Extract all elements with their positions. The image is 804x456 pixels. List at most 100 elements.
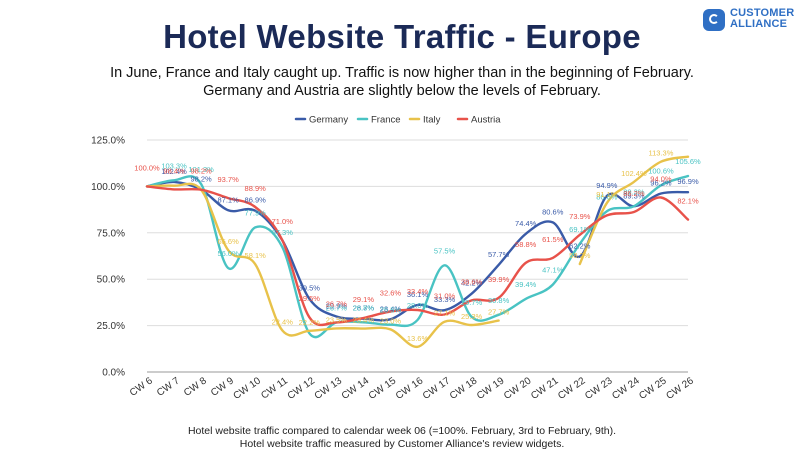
footnote-line-2: Hotel website traffic measured by Custom…: [239, 438, 565, 450]
france-data-label: 47.1%: [542, 266, 564, 275]
germany-series-line: [145, 180, 690, 322]
italy-data-label: 27.7%: [488, 308, 510, 317]
x-tick-label: CW 24: [610, 375, 642, 402]
france-data-label: 101.3%: [188, 165, 214, 174]
italy-data-label: 13.6%: [407, 334, 429, 343]
germany-data-label: 62.2%: [569, 242, 591, 251]
austria-data-label: 94.0%: [650, 175, 672, 184]
italy-legend-label: Italy: [423, 115, 441, 126]
germany-data-label: 87.1%: [218, 195, 240, 204]
austria-data-label: 31.0%: [434, 291, 456, 300]
italy-data-label: 58.2%: [569, 251, 591, 260]
austria-series-line: [145, 185, 690, 327]
x-tick-label: CW 26: [664, 375, 696, 402]
germany-legend-label: Germany: [309, 115, 348, 126]
france-data-label: 25.5%: [380, 306, 402, 315]
x-tick-label: CW 10: [232, 375, 264, 402]
germany-data-label: 89.3%: [623, 191, 645, 200]
germany-data-label: 94.9%: [596, 181, 618, 190]
footnote-line-1: Hotel website traffic compared to calend…: [187, 425, 617, 437]
austria-data-label: 93.7%: [218, 175, 240, 184]
france-data-label: 29.7%: [461, 298, 483, 307]
italy-data-label: 113.3%: [649, 149, 674, 158]
austria-data-label: 98.2%: [190, 167, 212, 176]
france-data-label: 39.4%: [515, 280, 537, 289]
y-tick-label: 75.0%: [97, 228, 125, 239]
page-subtitle: In June, France and Italy caught up. Tra…: [0, 64, 804, 100]
italy-data-label: 27.1%: [434, 309, 456, 318]
x-tick-label: CW 23: [583, 375, 615, 402]
brand-logo: CUSTOMER ALLIANCE: [703, 8, 803, 38]
austria-data-label: 58.8%: [515, 240, 537, 249]
austria-data-label: 88.9%: [245, 184, 267, 193]
germany-data-label: 102.4%: [161, 167, 187, 176]
subtitle-line-2: Germany and Austria are slightly below t…: [203, 83, 601, 99]
y-tick-label: 25.0%: [97, 321, 125, 332]
austria-data-label: 32.6%: [380, 288, 402, 297]
italy-data-label: 58.1%: [245, 251, 267, 260]
france-data-label: 69.1%: [569, 225, 591, 234]
germany-data-label: 28.7%: [353, 304, 375, 313]
france-data-label: 89.3%: [623, 187, 645, 196]
x-tick-label: CW 16: [394, 375, 426, 402]
austria-data-label: 73.9%: [569, 212, 591, 221]
austria-data-label: 86.2%: [623, 189, 645, 198]
france-data-label: 26.7%: [326, 303, 348, 312]
logo-text: CUSTOMER ALLIANCE: [730, 8, 794, 30]
italy-data-label: 65.6%: [218, 237, 240, 246]
france-legend-label: France: [371, 115, 401, 126]
italy-data-label: 23.4%: [353, 316, 375, 325]
germany-data-label: 86.9%: [245, 196, 267, 205]
chart-footnote: Hotel website traffic compared to calend…: [0, 425, 804, 451]
france-data-label: 103.3%: [161, 161, 187, 170]
logo-line-2: ALLIANCE: [730, 18, 788, 30]
x-tick-label: CW 15: [367, 375, 399, 402]
germany-data-label: 28.4%: [380, 304, 402, 313]
germany-data-label: 36.1%: [407, 290, 429, 299]
france-data-label: 77.9%: [245, 208, 267, 217]
x-tick-label: CW 18: [448, 375, 480, 402]
france-data-label: 86.6%: [596, 192, 618, 201]
austria-data-label: 82.1%: [677, 197, 699, 206]
italy-data-label: 22.2%: [299, 318, 321, 327]
x-tick-label: CW 13: [313, 375, 345, 402]
germany-data-label: 96.9%: [677, 177, 699, 186]
france-data-label: 57.5%: [434, 246, 456, 255]
x-tick-label: CW 20: [502, 375, 534, 402]
italy-data-label: 91.1%: [596, 190, 618, 199]
germany-data-label: 57.7%: [488, 250, 510, 259]
france-data-label: 30.8%: [488, 296, 510, 305]
austria-data-label: 100.0%: [134, 163, 160, 172]
italy-data-label: 25.3%: [461, 312, 483, 321]
austria-data-label: 33.4%: [407, 287, 429, 296]
x-tick-label: CW 19: [475, 375, 507, 402]
x-tick-label: CW 8: [182, 375, 209, 399]
y-tick-label: 125.0%: [91, 136, 125, 147]
page-title: Hotel Website Traffic - Europe: [163, 18, 641, 55]
subtitle-line-1: In June, France and Italy caught up. Tra…: [110, 65, 694, 81]
austria-data-label: 26.7%: [326, 299, 348, 308]
france-data-label: 67.3%: [272, 228, 294, 237]
germany-data-label: 98.2%: [190, 175, 212, 184]
france-data-label: 26.8%: [353, 303, 375, 312]
x-tick-label: CW 11: [259, 375, 290, 401]
austria-data-label: 29.1%: [353, 295, 375, 304]
italy-series-line: [145, 182, 500, 348]
france-data-label: 105.6%: [675, 157, 701, 166]
france-data-label: 100.6%: [648, 166, 674, 175]
germany-data-label: 42.2%: [461, 279, 483, 288]
x-tick-label: CW 6: [128, 375, 155, 399]
italy-data-label: 102.4%: [621, 169, 647, 178]
austria-legend-label: Austria: [471, 115, 501, 126]
italy-data-label: 22.4%: [272, 317, 294, 326]
x-tick-label: CW 12: [286, 375, 318, 402]
germany-data-label: 80.6%: [542, 207, 564, 216]
germany-data-label: 39.5%: [299, 284, 321, 293]
y-tick-label: 100.0%: [91, 182, 125, 193]
y-tick-label: 50.0%: [97, 275, 125, 286]
x-tick-label: CW 17: [421, 375, 453, 402]
germany-data-label: 96.2%: [650, 178, 672, 187]
y-tick-label: 0.0%: [102, 368, 125, 379]
austria-data-label: 71.0%: [272, 217, 294, 226]
